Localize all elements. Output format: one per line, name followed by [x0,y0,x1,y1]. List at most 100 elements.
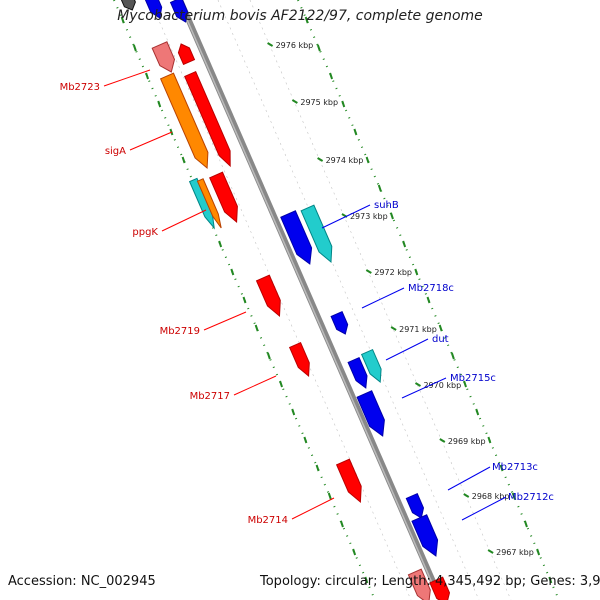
gene-arrow-top-gray [120,0,136,11]
scale-tick [316,44,321,52]
scale-tick [365,156,370,164]
scale-tick [157,100,162,108]
scale-tick [291,408,296,416]
guide-line-1 [217,0,480,600]
scale-tick [438,324,443,332]
gene-label-leader [233,375,277,396]
gene-arrow-Mb2714 [335,458,362,504]
scale-tick [341,100,346,108]
scale-tick [475,408,480,416]
genome-backbone [177,0,444,600]
gene-arrow-top-blue [144,0,163,19]
gene-label-leader [361,287,405,309]
gene-label-forward: Mb2717 [190,391,230,402]
genome-title: Mycobacterium bovis AF2122/97, complete … [117,8,483,24]
gene-label-forward: sigA [105,146,126,157]
scale-tick [426,296,431,304]
scale-label-tick [317,157,324,162]
scale-label-kbp: 2967 kbp [496,548,534,557]
gene-label-reverse: Mb2712c [508,492,554,503]
scale-tick [511,492,516,500]
scale-tick [132,44,137,52]
gene-label-leader [447,466,491,491]
gene-label-leader [103,69,151,87]
scale-label-tick [390,326,397,331]
gene-arrow-sigA-orange [159,72,209,170]
scale-label-kbp: 2968 kbp [472,492,510,501]
gene-label-forward: Mb2714 [248,515,288,526]
gene-label-reverse: Mb2715c [450,373,496,384]
gene-arrow-dut [360,348,382,383]
scale-label-tick [463,493,470,498]
guide-line-2 [249,0,512,600]
scale-tick [536,548,541,556]
scale-label-tick [267,42,274,47]
scale-tick [279,380,283,388]
gene-label-leader [321,204,371,229]
gene-arrow-Mb2717 [288,341,310,378]
gene-label-leader [291,497,335,520]
scale-tick [254,324,259,332]
scale-label-tick [487,549,494,554]
scale-label-kbp: 2970 kbp [423,381,461,390]
gene-label-reverse: suhB [374,200,399,211]
scale-tick [242,296,247,304]
scale-tick [450,352,455,360]
scale-tick [304,16,309,24]
scale-label-kbp: 2976 kbp [276,41,314,50]
scale-tick [353,128,358,136]
scale-label-tick [414,382,421,387]
genome-backbone-highlight [177,0,441,600]
scale-label-kbp: 2974 kbp [326,156,364,165]
gene-arrow-Mb2712c [411,514,439,557]
accession-text: Accession: NC_002945 [8,574,156,589]
gene-arrow-bottom-red [429,576,451,600]
scale-tick [414,268,419,276]
gene-arrow-suhB [300,204,333,264]
scale-tick [145,72,150,80]
gene-arrow-top-blue-2 [169,0,189,23]
gene-label-reverse: Mb2713c [492,462,538,473]
gene-label-leader [203,311,247,331]
gene-label-forward: ppgK [132,227,158,238]
gene-arrow-Mb2718c [330,310,349,335]
scale-tick [230,268,235,276]
gene-arrow-Mb2715c [356,390,385,437]
scale-tick [329,72,334,80]
gene-label-reverse: dut [432,334,449,345]
scale-tick [315,464,320,472]
gene-arrow-bottom-pink [407,568,431,600]
scale-label-kbp: 2971 kbp [399,325,437,334]
scale-tick [327,492,332,500]
gene-label-leader [129,131,173,151]
scale-tick [218,240,223,248]
gene-arrow-ppgK-cyan [188,177,215,230]
gene-label-leader [461,496,507,521]
scale-tick [303,436,308,444]
gene-arrow-ppgK-orange [196,178,222,229]
scale-tick [266,352,271,360]
gene-label-forward: Mb2723 [60,82,100,93]
scale-tick [352,548,357,556]
scale-tick [499,464,504,472]
gene-arrow-red-2 [209,171,238,224]
scale-tick [120,16,125,24]
scale-tick [463,380,467,388]
scale-tick [402,240,407,248]
gene-arrow-pink-1 [151,41,176,73]
scale-tick [364,576,369,584]
gene-label-forward: Mb2719 [160,326,200,337]
gene-arrow-sigA-red [184,70,231,168]
scale-label-kbp: 2973 kbp [350,212,388,221]
genome-summary-text: Topology: circular; Length: 4,345,492 bp… [260,574,600,589]
scale-tick [487,436,492,444]
gene-label-leader [161,209,207,232]
scale-label-tick [365,269,372,274]
scale-label-kbp: 2972 kbp [374,268,412,277]
scale-label-kbp: 2969 kbp [448,437,486,446]
guide-line-0 [149,0,412,600]
scale-tick [377,184,382,192]
gene-arrow-blue-2 [347,356,368,389]
gene-label-leader [401,377,447,399]
